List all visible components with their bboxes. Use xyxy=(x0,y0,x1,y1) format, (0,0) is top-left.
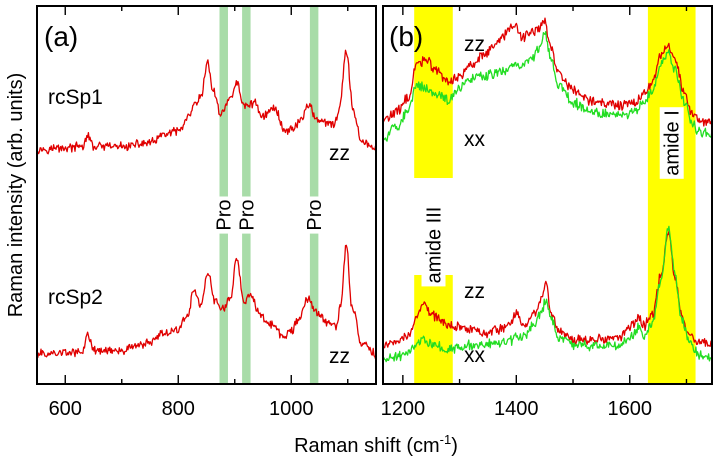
panel-b-frame xyxy=(382,5,713,385)
pro-label-1: Pro xyxy=(211,196,236,234)
panel-b-spectra: amide III amide I xyxy=(382,17,713,363)
rcsp2-label-a: rcSp2 xyxy=(48,286,103,309)
amide-iii-label: amide III xyxy=(421,203,446,287)
amide-i-label: amide I xyxy=(659,107,684,179)
amide-iii-band-2 xyxy=(414,275,453,384)
panel-b-label: (b) xyxy=(389,21,423,52)
pro-band-1 xyxy=(219,6,228,384)
svg-text:Pro: Pro xyxy=(236,199,258,230)
panel-a-proline-spectra: Pro Pro Pro 600 800 1000 (a) rcSp1 rcSp2 zz … xyxy=(36,5,377,420)
panel-a-label: (a) xyxy=(44,21,78,52)
spectrum-rcsp1-xx-b xyxy=(382,30,713,142)
panel-a-spectra: Pro Pro Pro xyxy=(36,49,377,359)
rcsp2-zz-label-a: zz xyxy=(329,345,350,368)
svg-text:amide III: amide III xyxy=(424,207,446,284)
pro-label-2: Pro xyxy=(234,196,259,234)
svg-text:Pro: Pro xyxy=(304,199,326,230)
x-tick-label-800: 800 xyxy=(162,398,195,420)
pro-label-3: Pro xyxy=(302,196,327,234)
spectrum-rcsp2-zz-b xyxy=(382,230,713,349)
rcsp2-zz-label-b: zz xyxy=(464,280,485,303)
svg-text:Pro: Pro xyxy=(214,199,236,230)
rcsp1-zz-label-b: zz xyxy=(464,33,485,56)
x-tick-label-1400: 1400 xyxy=(494,398,539,420)
x-tick-label-1000: 1000 xyxy=(269,398,314,420)
x-tick-label-1600: 1600 xyxy=(608,398,653,420)
rcsp1-xx-label-b: xx xyxy=(464,128,486,151)
panel-a-frame xyxy=(36,5,377,385)
y-axis-title: Raman intensity (arb. units) xyxy=(5,73,27,318)
spectrum-rcsp1-zz-b xyxy=(382,17,713,127)
pro-band-2 xyxy=(242,6,251,384)
svg-text:amide I: amide I xyxy=(662,110,684,176)
x-axis-title: Raman shift (cm-1) xyxy=(294,432,458,457)
x-tick-label-600: 600 xyxy=(49,398,82,420)
x-axis-title-close: ) xyxy=(451,435,458,457)
panel-b-x-ticks: 1200 1400 1600 xyxy=(381,6,688,420)
x-axis-title-main: Raman shift (cm xyxy=(294,435,440,457)
pro-band-3 xyxy=(309,6,319,384)
rcsp2-xx-label-b: xx xyxy=(464,344,486,367)
spectrum-rcsp2-xx-b xyxy=(382,225,713,363)
spectrum-rcsp2-zz-a xyxy=(36,244,377,359)
x-tick-label-1200: 1200 xyxy=(381,398,426,420)
panel-a-pro-bands xyxy=(219,6,319,384)
rcsp1-label-a: rcSp1 xyxy=(48,86,103,109)
panel-a-x-ticks: 600 800 1000 xyxy=(49,6,349,420)
amide-i-band-1 xyxy=(647,6,696,384)
x-axis-title-sup: -1 xyxy=(440,432,452,447)
panel-b-amide-bands xyxy=(414,6,696,384)
spectrum-rcsp1-zz-a xyxy=(36,49,377,155)
rcsp1-zz-label-a: zz xyxy=(329,142,350,165)
